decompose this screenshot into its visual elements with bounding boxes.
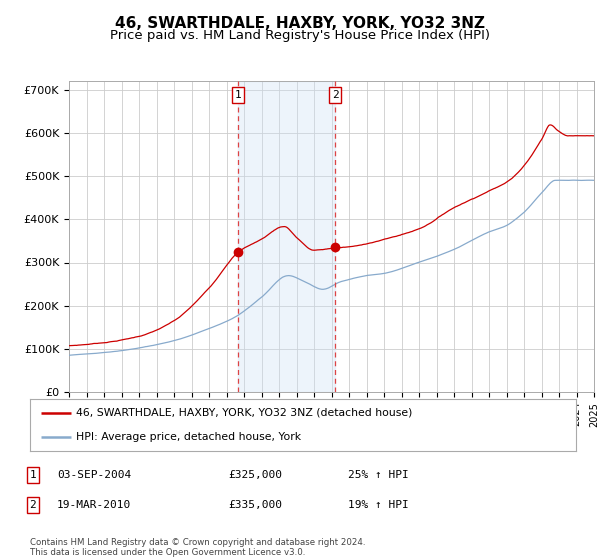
Text: 2: 2 (332, 90, 338, 100)
Text: 46, SWARTHDALE, HAXBY, YORK, YO32 3NZ (detached house): 46, SWARTHDALE, HAXBY, YORK, YO32 3NZ (d… (76, 408, 413, 418)
Text: £325,000: £325,000 (228, 470, 282, 480)
Text: 46, SWARTHDALE, HAXBY, YORK, YO32 3NZ: 46, SWARTHDALE, HAXBY, YORK, YO32 3NZ (115, 16, 485, 31)
Text: 1: 1 (235, 90, 242, 100)
Text: Price paid vs. HM Land Registry's House Price Index (HPI): Price paid vs. HM Land Registry's House … (110, 29, 490, 42)
Text: 03-SEP-2004: 03-SEP-2004 (57, 470, 131, 480)
Text: 25% ↑ HPI: 25% ↑ HPI (348, 470, 409, 480)
Bar (238, 81, 335, 392)
Text: 19% ↑ HPI: 19% ↑ HPI (348, 500, 409, 510)
Text: Contains HM Land Registry data © Crown copyright and database right 2024.
This d: Contains HM Land Registry data © Crown c… (30, 538, 365, 557)
Text: £335,000: £335,000 (228, 500, 282, 510)
Text: HPI: Average price, detached house, York: HPI: Average price, detached house, York (76, 432, 302, 442)
Text: 1: 1 (29, 470, 37, 480)
Text: 19-MAR-2010: 19-MAR-2010 (57, 500, 131, 510)
Text: 2: 2 (29, 500, 37, 510)
